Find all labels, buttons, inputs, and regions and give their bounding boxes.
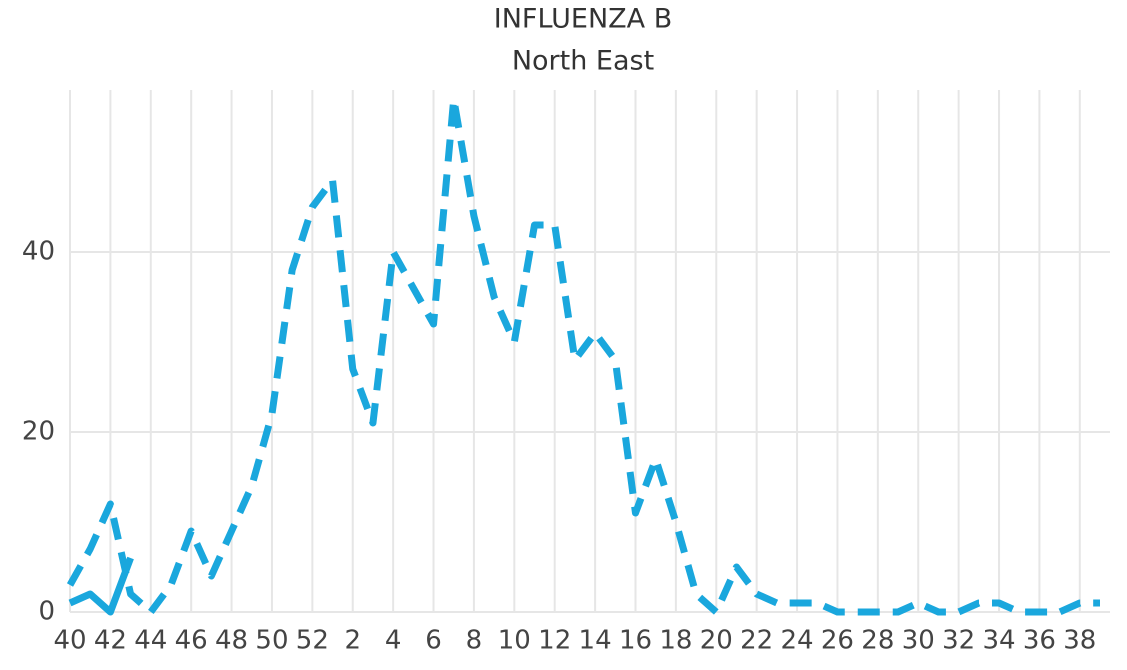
x-tick-label: 10	[498, 626, 531, 656]
x-tick-label: 48	[215, 626, 248, 656]
y-tick-label: 20	[22, 417, 55, 447]
x-tick-label: 18	[659, 626, 692, 656]
x-tick-label: 22	[740, 626, 773, 656]
x-tick-label: 6	[425, 626, 442, 656]
x-tick-label: 38	[1063, 626, 1096, 656]
x-tick-label: 16	[619, 626, 652, 656]
x-tick-label: 12	[538, 626, 571, 656]
x-tick-label: 44	[134, 626, 167, 656]
x-tick-label: 42	[94, 626, 127, 656]
x-tick-label: 28	[861, 626, 894, 656]
data-line	[68, 556, 134, 616]
x-tick-label: 2	[344, 626, 361, 656]
x-tick-label: 24	[781, 626, 814, 656]
x-tick-label: 14	[579, 626, 612, 656]
x-tick-label: 26	[821, 626, 854, 656]
chart-subtitle: North East	[512, 46, 654, 77]
x-tick-label: 8	[466, 626, 483, 656]
x-tick-label: 32	[942, 626, 975, 656]
data-line	[66, 95, 1100, 616]
x-tick-label: 46	[175, 626, 208, 656]
x-tick-label: 20	[700, 626, 733, 656]
x-tick-label: 52	[296, 626, 329, 656]
x-tick-label: 4	[385, 626, 402, 656]
chart-title: INFLUENZA B	[494, 4, 672, 35]
x-tick-label: 36	[1023, 626, 1056, 656]
y-tick-label: 0	[38, 597, 55, 627]
x-tick-label: 50	[255, 626, 288, 656]
x-tick-label: 30	[902, 626, 935, 656]
x-tick-label: 40	[53, 626, 86, 656]
x-tick-label: 34	[982, 626, 1015, 656]
y-tick-label: 40	[22, 237, 55, 267]
